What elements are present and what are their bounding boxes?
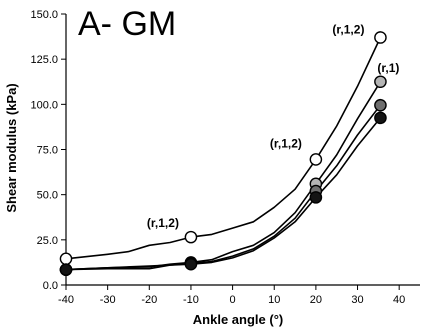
x-tick-label: 0 (230, 294, 236, 306)
annotations: (r,1,2) (r,1,2) (r,1,2) (r,1) (147, 22, 400, 230)
data-point-series-1 (184, 230, 198, 244)
y-tick-label: 125.0 (30, 54, 58, 66)
y-tick-label: 0.0 (43, 280, 58, 292)
x-axis-label: Ankle angle (°) (193, 312, 283, 327)
y-tick-label: 100.0 (30, 99, 58, 111)
x-tick-label: 40 (393, 294, 405, 306)
annotation-label: (r,1) (377, 61, 399, 75)
data-point-series-2 (374, 75, 387, 89)
x-tick-label: -10 (183, 294, 199, 306)
series-lines (65, 37, 382, 271)
x-tick-label: 20 (310, 294, 322, 306)
x-tick-label: 30 (351, 294, 363, 306)
x-tick-label: -20 (141, 294, 157, 306)
annotation-label: (r,1,2) (270, 136, 302, 150)
data-point-series-3 (374, 98, 387, 112)
data-point-series-4 (374, 111, 387, 125)
x-tick-label: -30 (100, 294, 116, 306)
y-tick-label: 75.0 (37, 145, 58, 157)
axes: 0.0 25.0 50.0 75.0 100.0 125.0 150.0 -40 -30 -20 -… (30, 9, 420, 306)
x-tick-label: -40 (58, 294, 74, 306)
series-line-1 (65, 37, 382, 260)
data-point-series-4 (309, 191, 323, 204)
data-point-series-4 (184, 257, 198, 271)
y-tick-label: 150.0 (30, 9, 58, 21)
data-point-series-1 (309, 153, 323, 166)
chart-title: A- GM (78, 5, 176, 43)
annotation-label: (r,1,2) (147, 216, 179, 230)
y-tick-label: 50.0 (37, 190, 58, 202)
data-point-series-4 (59, 263, 73, 276)
y-tick-label: 25.0 (37, 235, 58, 247)
data-point-series-1 (374, 31, 387, 44)
annotation-label: (r,1,2) (332, 22, 364, 36)
series-line-2 (65, 81, 382, 271)
series-line-4 (65, 117, 382, 271)
y-axis-label: Shear modulus (kPa) (4, 83, 19, 212)
series-markers (59, 31, 387, 276)
x-tick-label: 10 (268, 294, 280, 306)
series-line-3 (65, 104, 382, 271)
data-point-series-1 (59, 252, 73, 266)
